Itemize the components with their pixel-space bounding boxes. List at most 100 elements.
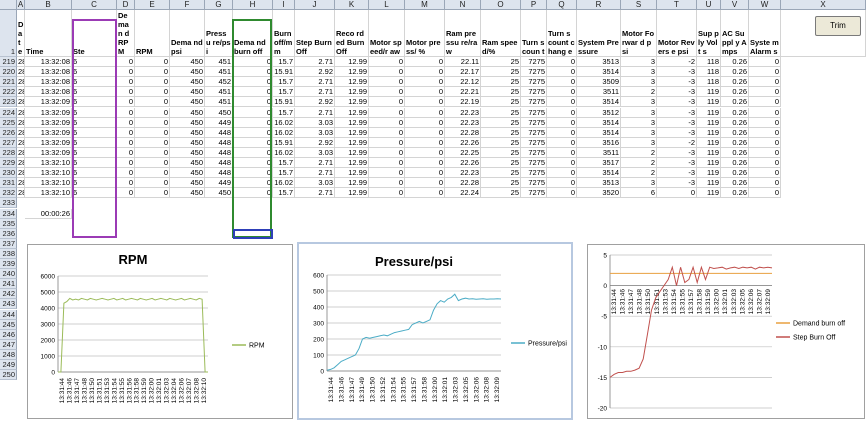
table-cell[interactable]: 0: [749, 107, 781, 118]
table-cell[interactable]: 7275: [521, 158, 547, 169]
table-cell[interactable]: 0: [405, 117, 445, 128]
table-cell[interactable]: 0: [233, 127, 273, 138]
table-cell[interactable]: 13:32:10: [25, 188, 72, 199]
table-cell[interactable]: 450: [170, 87, 205, 98]
table-cell[interactable]: 3512: [577, 107, 621, 118]
table-cell[interactable]: 25: [481, 137, 521, 148]
table-cell[interactable]: 448: [205, 168, 233, 179]
table-cell[interactable]: 0: [405, 188, 445, 199]
table-cell[interactable]: 0: [369, 178, 405, 189]
column-header-j[interactable]: J: [295, 0, 335, 10]
table-cell[interactable]: 25: [481, 57, 521, 68]
table-cell[interactable]: 0: [749, 168, 781, 179]
header-cell[interactable]: Dema nd psi: [170, 10, 205, 57]
table-cell[interactable]: 0: [369, 87, 405, 98]
table-cell[interactable]: 0: [233, 178, 273, 189]
header-cell[interactable]: Motor Revers e psi: [657, 10, 697, 57]
table-cell[interactable]: 7275: [521, 97, 547, 108]
trim-button[interactable]: Trim: [815, 16, 861, 36]
table-cell[interactable]: 25: [481, 117, 521, 128]
table-cell[interactable]: 13:32:09: [25, 147, 72, 158]
header-cell[interactable]: Motor Forwar d psi: [621, 10, 657, 57]
header-cell[interactable]: System Pressure: [577, 10, 621, 57]
table-cell[interactable]: 450: [170, 168, 205, 179]
table-cell[interactable]: 7275: [521, 87, 547, 98]
table-cell[interactable]: 0: [135, 158, 170, 169]
table-cell[interactable]: 0: [749, 87, 781, 98]
table-cell[interactable]: 0: [369, 67, 405, 78]
header-cell[interactable]: Step Burn Off: [295, 10, 335, 57]
table-cell[interactable]: 0.26: [721, 67, 749, 78]
table-cell[interactable]: 3: [621, 117, 657, 128]
table-cell[interactable]: 3.03: [295, 127, 335, 138]
table-cell[interactable]: 119: [697, 178, 721, 189]
row-header[interactable]: 229: [0, 158, 17, 169]
table-cell[interactable]: 3: [621, 178, 657, 189]
table-cell[interactable]: 0: [135, 178, 170, 189]
column-header-v[interactable]: V: [721, 0, 749, 10]
table-cell[interactable]: 0: [233, 188, 273, 199]
table-cell[interactable]: 0: [233, 168, 273, 179]
table-cell[interactable]: 0: [369, 158, 405, 169]
table-cell[interactable]: -3: [657, 168, 697, 179]
table-cell[interactable]: 0: [117, 137, 135, 148]
column-header-f[interactable]: F: [170, 0, 205, 10]
table-cell[interactable]: 22.26: [445, 158, 481, 169]
table-cell[interactable]: 6: [72, 87, 117, 98]
table-cell[interactable]: 25: [481, 158, 521, 169]
table-cell[interactable]: 0: [749, 188, 781, 199]
table-cell[interactable]: 15.7: [273, 107, 295, 118]
table-cell[interactable]: 22.28: [445, 178, 481, 189]
table-cell[interactable]: 0: [135, 57, 170, 68]
table-cell[interactable]: 450: [170, 127, 205, 138]
table-cell[interactable]: 15.91: [273, 97, 295, 108]
table-cell[interactable]: 12.99: [335, 87, 369, 98]
header-cell[interactable]: RPM: [135, 10, 170, 57]
table-cell[interactable]: 0: [233, 57, 273, 68]
row-header[interactable]: 238: [0, 248, 17, 259]
table-cell[interactable]: 450: [205, 107, 233, 118]
column-header-u[interactable]: U: [697, 0, 721, 10]
header-cell[interactable]: Sup ply Volt s: [697, 10, 721, 57]
table-cell[interactable]: 0: [547, 168, 577, 179]
table-cell[interactable]: 7275: [521, 188, 547, 199]
table-cell[interactable]: 0.26: [721, 77, 749, 88]
table-cell[interactable]: 12.99: [335, 117, 369, 128]
column-header-c[interactable]: C: [72, 0, 117, 10]
row-header[interactable]: 227: [0, 137, 17, 148]
table-cell[interactable]: 0: [117, 87, 135, 98]
row-header[interactable]: 237: [0, 238, 17, 249]
table-cell[interactable]: 15.91: [273, 137, 295, 148]
table-cell[interactable]: 22.24: [445, 188, 481, 199]
table-cell[interactable]: 22.28: [445, 127, 481, 138]
table-cell[interactable]: 22.23: [445, 107, 481, 118]
column-header-i[interactable]: I: [273, 0, 295, 10]
table-cell[interactable]: 0: [749, 117, 781, 128]
table-cell[interactable]: 119: [697, 168, 721, 179]
burn-off-chart[interactable]: 5 0 -5 -10 -15 -20 13:31:44 13:31:46 13:31:47 13:…: [587, 244, 865, 419]
table-cell[interactable]: 0.26: [721, 87, 749, 98]
table-cell[interactable]: 3514: [577, 127, 621, 138]
header-cell[interactable]: Burn off/m m: [273, 10, 295, 57]
table-cell[interactable]: 25: [481, 168, 521, 179]
table-cell[interactable]: 12.99: [335, 107, 369, 118]
table-cell[interactable]: 0: [135, 188, 170, 199]
table-cell[interactable]: 13:32:09: [25, 97, 72, 108]
table-cell[interactable]: 3520: [577, 188, 621, 199]
table-cell[interactable]: 0: [547, 57, 577, 68]
table-cell[interactable]: 3: [621, 77, 657, 88]
row-header[interactable]: 248: [0, 349, 17, 360]
table-cell[interactable]: 0: [749, 97, 781, 108]
table-cell[interactable]: -3: [657, 117, 697, 128]
table-cell[interactable]: 0: [749, 67, 781, 78]
column-header-n[interactable]: N: [445, 0, 481, 10]
table-cell[interactable]: 7275: [521, 147, 547, 158]
column-header-g[interactable]: G: [205, 0, 233, 10]
row-header[interactable]: 1: [0, 10, 17, 57]
table-cell[interactable]: 0.26: [721, 168, 749, 179]
